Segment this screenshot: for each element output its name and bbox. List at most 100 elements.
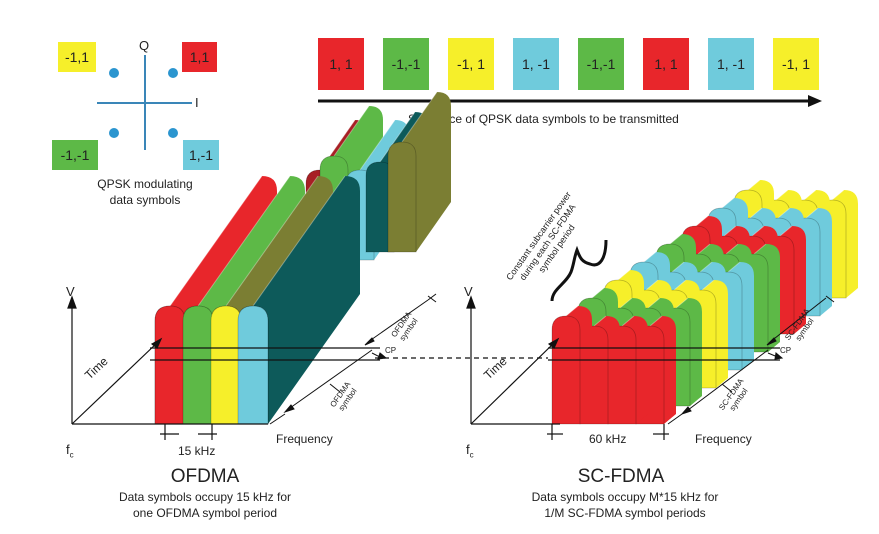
ofdma-v-label: V bbox=[66, 284, 75, 299]
sequence-caption: Sequence of QPSK data symbols to be tran… bbox=[408, 112, 679, 126]
scfdma-row1-subcarrier-2-highlight bbox=[593, 315, 607, 327]
scfdma-row3-subcarrier-2-highlight bbox=[645, 279, 659, 291]
scfdma-row3-subcarrier-4-highlight bbox=[701, 279, 715, 291]
scfdma-row2-subcarrier-1-highlight bbox=[591, 287, 605, 299]
scfdma-row1-subcarrier-4-highlight bbox=[649, 315, 663, 327]
constellation-point bbox=[109, 128, 119, 138]
scfdma-row3-subcarrier-3-highlight bbox=[673, 279, 687, 291]
scfdma-frequency-label: Frequency bbox=[695, 432, 752, 446]
ofdma-title: OFDMA bbox=[170, 466, 240, 487]
ofdma-back-subcarrier-3-highlight bbox=[359, 119, 396, 171]
scfdma-row6-subcarrier-3-highlight bbox=[751, 225, 765, 237]
ofdma-back-subcarrier-5-highlight bbox=[401, 91, 438, 143]
ofdma-axes bbox=[67, 295, 380, 440]
scfdma-row2-subcarrier-3-highlight bbox=[647, 297, 661, 309]
scfdma-row1-subcarrier-1-front bbox=[551, 315, 581, 425]
scfdma-title: SC-FDMA bbox=[577, 466, 665, 487]
constellation-caption-line1: QPSK modulating bbox=[97, 177, 193, 191]
scfdma-row7-subcarrier-2-highlight bbox=[749, 207, 763, 219]
sequence-symbol: -1,-1 bbox=[578, 38, 624, 90]
sequence-symbol: -1,-1 bbox=[383, 38, 429, 90]
scfdma-row7-subcarrier-3-highlight bbox=[777, 207, 791, 219]
sequence-symbol: -1, 1 bbox=[448, 38, 494, 90]
ofdma-description-line1: Data symbols occupy 15 kHz for bbox=[118, 490, 292, 504]
ofdma-subcarrier-4-front bbox=[237, 305, 269, 425]
constellation-symbol-1-neg1: 1,-1 bbox=[183, 140, 219, 170]
ofdma-diagram bbox=[154, 91, 451, 425]
ofdma-fc-label: fc bbox=[66, 442, 74, 460]
sequence-symbol: 1, 1 bbox=[318, 38, 364, 90]
scfdma-row5-subcarrier-1-highlight bbox=[669, 233, 683, 245]
ofdma-extrusion-3-highlight bbox=[225, 175, 319, 307]
scfdma-row5-subcarrier-3-highlight bbox=[725, 243, 739, 255]
scfdma-row7-subcarrier-4-highlight bbox=[805, 207, 819, 219]
ofdma-fc-text: f bbox=[66, 442, 70, 457]
ofdma-frequency-label: Frequency bbox=[276, 432, 333, 446]
i-axis-label: I bbox=[195, 95, 199, 110]
scfdma-row8-subcarrier-2-highlight bbox=[775, 189, 789, 201]
scfdma-row5-subcarrier-4-highlight bbox=[753, 243, 767, 255]
scfdma-row1-subcarrier-1-highlight bbox=[565, 305, 579, 317]
ofdma-back-subcarrier-4-highlight bbox=[379, 111, 416, 163]
scfdma-row4-subcarrier-3-highlight bbox=[699, 261, 713, 273]
scfdma-row3-subcarrier-1-highlight bbox=[617, 269, 631, 281]
constant-power-brace bbox=[550, 239, 608, 302]
ofdma-subcarrier-3-front bbox=[210, 305, 242, 425]
constellation-caption-line2: data symbols bbox=[109, 193, 181, 207]
scfdma-row2-subcarrier-4-highlight bbox=[675, 297, 689, 309]
scfdma-row6-subcarrier-1-highlight bbox=[695, 215, 709, 227]
scfdma-diagram bbox=[551, 179, 858, 425]
ofdma-symbol-period-markers bbox=[269, 293, 437, 425]
ofdma-subcarrier-1-front bbox=[154, 305, 186, 425]
scfdma-bandwidth-label: 60 kHz bbox=[589, 432, 627, 446]
scfdma-row8-subcarrier-1-highlight bbox=[747, 179, 761, 191]
ofdma-fc-subscript: c bbox=[69, 450, 74, 460]
ofdma-back-subcarrier-2-highlight bbox=[333, 105, 370, 157]
scfdma-row7-subcarrier-1-highlight bbox=[721, 197, 735, 209]
scfdma-fc-text: f bbox=[466, 442, 470, 457]
scfdma-description: Data symbols occupy M*15 kHz for 1/M SC-… bbox=[510, 489, 740, 521]
scfdma-row6-subcarrier-2-highlight bbox=[723, 225, 737, 237]
ofdma-back-subcarrier-5-front bbox=[387, 141, 417, 253]
scfdma-v-label: V bbox=[464, 284, 473, 299]
ofdma-description-line2: one OFDMA symbol period bbox=[132, 506, 278, 520]
ofdma-extrusion-4-highlight bbox=[252, 175, 346, 307]
scfdma-row8-subcarrier-4-highlight bbox=[831, 189, 845, 201]
ofdma-extrusion-1-highlight bbox=[169, 175, 263, 307]
ofdma-extrusion-4 bbox=[238, 176, 360, 424]
scfdma-row5-subcarrier-2-highlight bbox=[697, 243, 711, 255]
constellation-symbol-neg1-1: -1,1 bbox=[58, 42, 96, 72]
ofdma-cp-label: CP bbox=[385, 346, 397, 355]
scfdma-row4-subcarrier-4-highlight bbox=[727, 261, 741, 273]
scfdma-row4-subcarrier-2-highlight bbox=[671, 261, 685, 273]
scfdma-row1-subcarrier-3-highlight bbox=[621, 315, 635, 327]
scfdma-row4-subcarrier-1-highlight bbox=[643, 251, 657, 263]
sequence-symbol: -1, 1 bbox=[773, 38, 819, 90]
constellation-symbol-neg1-neg1: -1,-1 bbox=[52, 140, 98, 170]
constellation-point bbox=[109, 68, 119, 78]
constellation-caption: QPSK modulating data symbols bbox=[60, 176, 230, 208]
constellation-point bbox=[168, 128, 178, 138]
scfdma-cp-label: CP bbox=[780, 346, 792, 355]
scfdma-description-line1: Data symbols occupy M*15 kHz for bbox=[531, 490, 719, 504]
ofdma-subcarrier-2-front bbox=[182, 305, 214, 425]
sequence-symbol: 1, 1 bbox=[643, 38, 689, 90]
scfdma-row6-subcarrier-4-highlight bbox=[779, 225, 793, 237]
scfdma-description-line2: 1/M SC-FDMA symbol periods bbox=[544, 506, 706, 520]
ofdma-bandwidth-label: 15 kHz bbox=[178, 444, 216, 458]
constellation-symbol-1-1: 1,1 bbox=[182, 42, 217, 72]
scfdma-row2-subcarrier-2-highlight bbox=[619, 297, 633, 309]
scfdma-row8-subcarrier-3-highlight bbox=[803, 189, 817, 201]
scfdma-symbol-period-markers bbox=[667, 295, 835, 425]
q-axis-label: Q bbox=[139, 38, 150, 53]
scfdma-fc-subscript: c bbox=[469, 450, 474, 460]
constellation-point bbox=[168, 68, 178, 78]
scfdma-axes bbox=[466, 295, 780, 440]
sequence-symbol: 1, -1 bbox=[513, 38, 559, 90]
ofdma-extrusion-2-highlight bbox=[197, 175, 291, 307]
ofdma-description: Data symbols occupy 15 kHz for one OFDMA… bbox=[90, 489, 320, 521]
scfdma-fc-label: fc bbox=[466, 442, 474, 460]
